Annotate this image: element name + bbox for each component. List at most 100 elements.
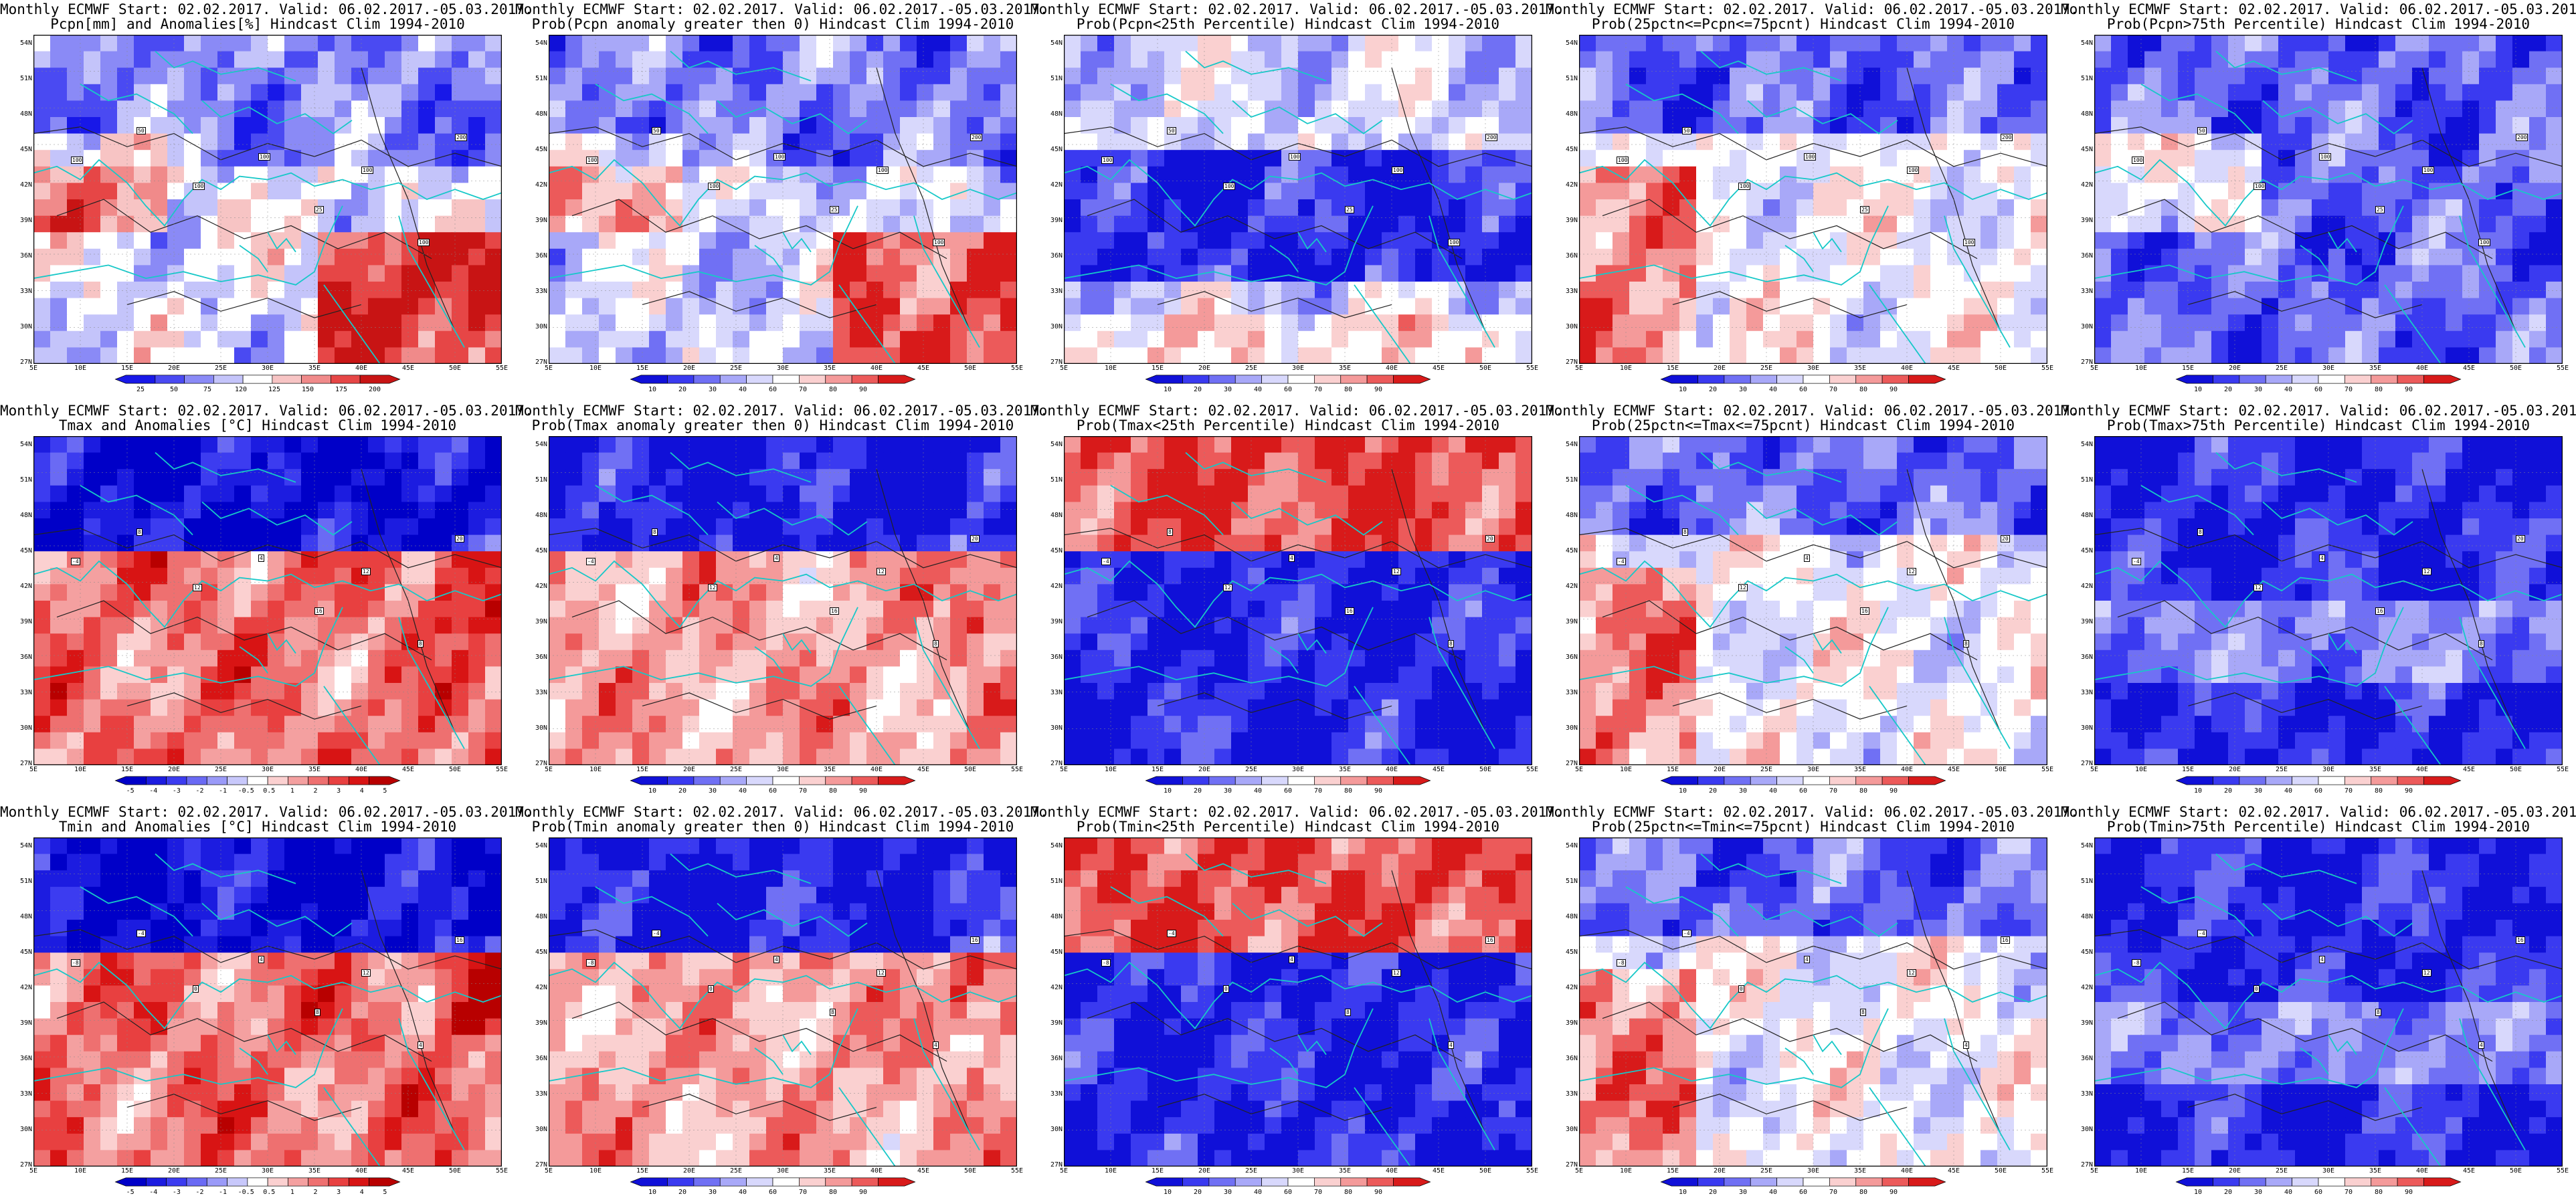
shading-cell [452,666,469,684]
shading-cell [1198,485,1215,502]
shading-cell [833,265,850,282]
shading-cell [251,347,268,364]
shading-cell [217,716,235,733]
shading-cell [234,485,252,502]
shading-cell [1482,150,1499,167]
shading-cell [201,35,218,52]
shading-cell [2446,51,2463,68]
shading-cell [1679,183,1697,200]
shading-cell [301,347,318,364]
shading-cell [682,150,700,167]
shading-cell [2195,282,2212,299]
shading-cell [599,485,616,502]
shading-cell [1930,199,1948,217]
colorbar-swatch [2292,375,2319,384]
shading-cell [649,183,666,200]
coastline-border [595,84,709,134]
shading-cell [1164,452,1182,470]
shading-cell [1348,551,1366,569]
coastline-border [1185,50,1327,82]
shading-cell [833,485,850,502]
colorbar-swatch [2423,375,2462,384]
shading-cell [33,265,51,282]
shading-cell [418,298,436,315]
shading-cell [100,314,118,332]
shading-cell [2395,68,2413,85]
contour-label: 100 [1289,153,1301,161]
shading-cell [184,649,201,667]
coastline-border [1269,245,1299,272]
shading-cell [1863,347,1881,364]
shading-cell [1415,347,1433,364]
shading-cell [485,452,502,470]
shading-cell [2496,166,2513,183]
coastline-border [1579,159,2047,227]
map-panel: Monthly ECMWF Start: 02.02.2017. Valid: … [515,401,1048,803]
shading-cell [1097,567,1115,585]
shading-cell [1331,133,1349,150]
shading-cell [1780,199,1797,217]
shading-cell [1465,534,1483,552]
shading-cell [1248,649,1265,667]
shading-cell [100,584,118,601]
colorbar-swatch [1261,375,1289,384]
shading-cell [2529,298,2547,315]
shading-cell [1231,518,1249,536]
shading-cell [800,51,817,68]
shading-cell [33,452,51,470]
shading-cell [268,298,285,315]
shading-cell [549,617,566,634]
shading-cell [933,133,951,150]
shading-cell [2278,199,2296,217]
shading-cell [1797,166,1814,183]
shading-cell [1730,166,1747,183]
shading-cell [335,51,352,68]
shading-cell [67,298,84,315]
shading-cell [984,166,1001,183]
shading-cell [1863,166,1881,183]
shading-cell [2111,100,2128,118]
latitude-label: 36N [1565,252,1578,260]
shading-cell [1813,347,1831,364]
shading-cell [1847,117,1864,134]
shading-cell [1315,436,1332,454]
shading-cell [1147,502,1165,519]
shading-cell [1265,617,1282,634]
shading-cell [1847,150,1864,167]
shading-cell [1000,314,1017,332]
shading-cell [766,133,784,150]
shading-cell [1181,584,1198,601]
shading-cell [418,150,436,167]
shading-cell [1515,51,1532,68]
shading-cell [134,633,151,651]
shading-cell [151,215,168,233]
shading-cell [134,649,151,667]
shading-cell [84,84,101,101]
shading-cell [1147,117,1165,134]
shading-cell [883,617,901,634]
shading-cell [268,282,285,299]
shading-cell [1181,215,1198,233]
shading-cell [2328,84,2346,101]
shading-cell [649,716,666,733]
shading-cell [582,601,600,618]
shading-cell [800,485,817,502]
shading-cell [666,232,683,249]
shading-cell [883,133,901,150]
shading-cell [933,748,951,765]
shading-cell [1097,716,1115,733]
shading-cell [967,51,984,68]
shading-cell [1331,436,1349,454]
shading-cell [2111,347,2128,364]
shading-cell [917,485,934,502]
shading-cell [565,100,583,118]
shading-cell [733,232,750,249]
shading-cell [468,100,486,118]
shading-cell [1629,100,1647,118]
shading-cell [50,617,68,634]
coastline-border [33,607,343,687]
shading-cell [800,248,817,266]
shading-cell [1880,35,1898,52]
shading-cell [699,84,717,101]
shading-cell [134,183,151,200]
